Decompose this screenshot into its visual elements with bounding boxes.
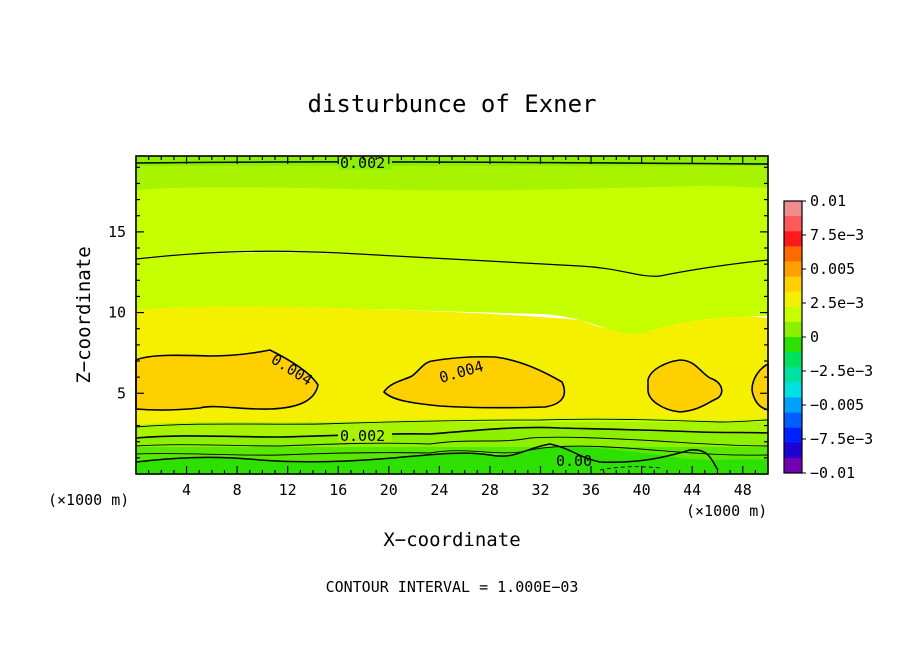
x-tick-label: 48 bbox=[734, 481, 752, 499]
colorbar-swatch bbox=[784, 261, 802, 278]
colorbar-swatch bbox=[784, 231, 802, 247]
blob-left bbox=[135, 349, 319, 411]
x-tick-label: 32 bbox=[531, 481, 549, 499]
x-axis-label: X−coordinate bbox=[383, 529, 520, 551]
colorbar-label: −7.5e−3 bbox=[810, 430, 873, 448]
blob-edge bbox=[751, 362, 769, 412]
contour-label-low: 0.002 bbox=[340, 427, 385, 445]
colorbar-label: 7.5e−3 bbox=[810, 226, 864, 244]
label-bg-low bbox=[338, 428, 392, 442]
colorbar-swatch bbox=[784, 442, 802, 459]
colorbar-label: −0.01 bbox=[810, 464, 855, 482]
y-axis-label: Z−coordinate bbox=[73, 246, 95, 383]
label-bg-top bbox=[338, 156, 392, 170]
contour-zero bbox=[599, 466, 661, 471]
colorbar-label: 0.01 bbox=[810, 192, 846, 210]
y-tick-label: 15 bbox=[108, 223, 126, 241]
x-tick-labels: 4 8 12 16 20 24 28 32 36 40 44 48 bbox=[182, 481, 752, 499]
colorbar-swatch bbox=[784, 201, 802, 217]
colorbar-swatch bbox=[784, 427, 802, 444]
x-unit-right: (×1000 m) bbox=[686, 502, 767, 520]
band-top-edge bbox=[136, 156, 768, 166]
colorbar-swatch bbox=[784, 306, 802, 323]
y-tick-labels: 5 10 15 bbox=[108, 223, 126, 402]
chart-title: disturbunce of Exner bbox=[308, 90, 597, 118]
colorbar-swatch bbox=[784, 457, 802, 474]
contour-low-2 bbox=[135, 426, 769, 439]
x-tick-label: 4 bbox=[182, 481, 191, 499]
colorbar-label: 0.005 bbox=[810, 260, 855, 278]
x-tick-label: 16 bbox=[329, 481, 347, 499]
x-tick-label: 24 bbox=[430, 481, 448, 499]
colorbar-swatch bbox=[784, 321, 802, 338]
colorbar-swatch bbox=[784, 382, 802, 398]
x-tick-label: 8 bbox=[233, 481, 242, 499]
y-tick-label: 10 bbox=[108, 304, 126, 322]
colorbar-swatch bbox=[784, 246, 802, 262]
contour-upper bbox=[135, 250, 769, 277]
colorbar-label: −2.5e−3 bbox=[810, 362, 873, 380]
blob-mid bbox=[382, 355, 566, 409]
colorbar-label: −0.005 bbox=[810, 396, 864, 414]
colorbar-label: 2.5e−3 bbox=[810, 294, 864, 312]
x-tick-label: 12 bbox=[279, 481, 297, 499]
x-tick-label: 20 bbox=[380, 481, 398, 499]
plot-area: 0.002 0.004 0.004 0.002 0.00 bbox=[135, 154, 769, 475]
colorbar-swatch bbox=[784, 276, 802, 293]
colorbar-swatch bbox=[784, 367, 802, 383]
colorbar-swatch bbox=[784, 216, 802, 232]
x-unit-left: (×1000 m) bbox=[48, 491, 129, 509]
contour-top bbox=[135, 161, 769, 165]
band-upper-1 bbox=[136, 252, 768, 335]
blob-right bbox=[647, 359, 723, 413]
contour-label-zero: 0.00 bbox=[556, 452, 592, 470]
contour-low-1 bbox=[135, 418, 769, 428]
band-low-1 bbox=[136, 445, 768, 462]
x-tick-label: 40 bbox=[633, 481, 651, 499]
colorbar-label: 0 bbox=[810, 328, 819, 346]
band-upper-2 bbox=[136, 160, 768, 277]
contour-low-5 bbox=[135, 443, 719, 471]
colorbar-swatch bbox=[784, 337, 802, 353]
band-top bbox=[136, 160, 768, 191]
colorbar-swatch bbox=[784, 291, 802, 308]
colorbar-labels: 0.01 7.5e−3 0.005 2.5e−3 0 −2.5e−3 −0.005 −7.5e… bbox=[810, 192, 873, 482]
x-tick-label: 36 bbox=[582, 481, 600, 499]
colorbar bbox=[783, 200, 806, 474]
contour-low-4 bbox=[135, 445, 769, 456]
colorbar-swatch bbox=[784, 412, 802, 429]
contour-interval-note: CONTOUR INTERVAL = 1.000E−03 bbox=[326, 578, 579, 596]
colorbar-swatch bbox=[784, 397, 802, 414]
x-tick-label: 28 bbox=[481, 481, 499, 499]
colorbar-swatch bbox=[784, 352, 802, 368]
axis-ticks bbox=[136, 156, 768, 474]
contour-lines bbox=[135, 161, 769, 471]
contour-low-3 bbox=[135, 436, 769, 447]
x-tick-label: 44 bbox=[683, 481, 701, 499]
y-tick-label: 5 bbox=[117, 384, 126, 402]
